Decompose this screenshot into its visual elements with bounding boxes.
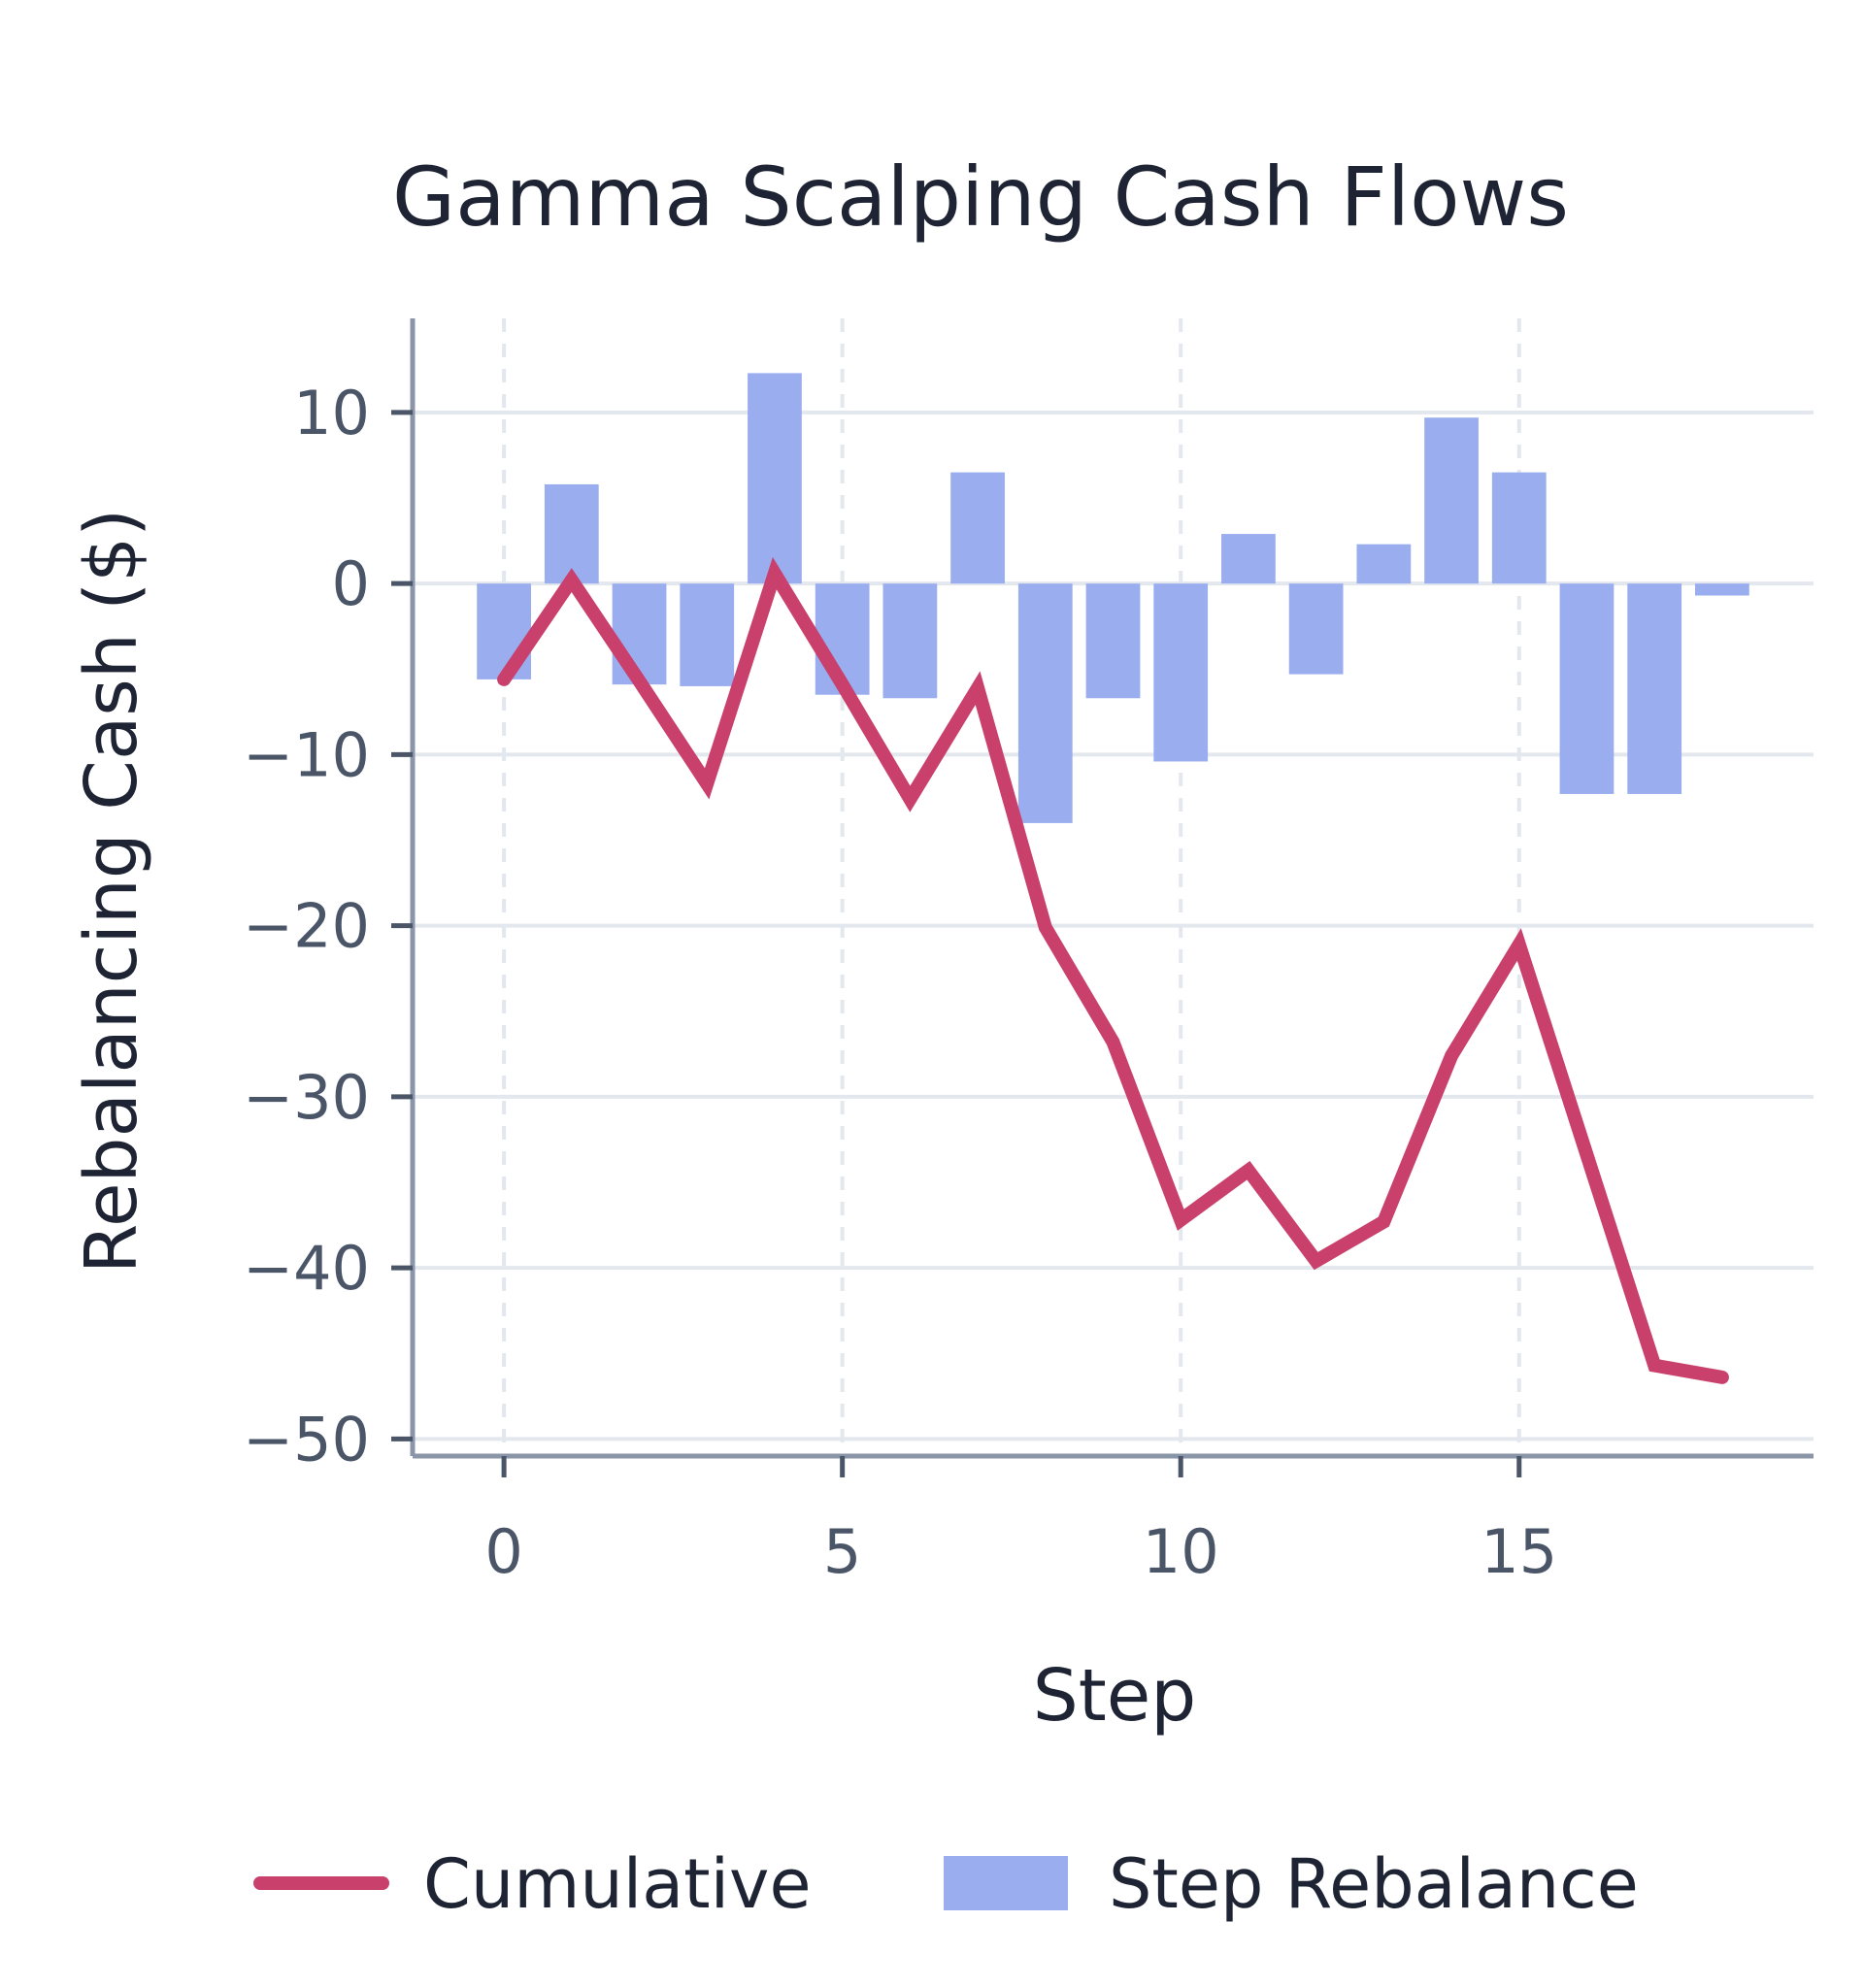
axes <box>410 318 1814 1459</box>
bar <box>1221 534 1276 584</box>
bar <box>612 583 667 685</box>
legend-label-cumulative: Cumulative <box>423 1844 812 1924</box>
bar <box>544 483 599 584</box>
bar <box>950 472 1005 584</box>
y-tick-label: −30 <box>243 1062 370 1133</box>
bar <box>1085 583 1141 699</box>
x-tick-label: 15 <box>1481 1516 1557 1587</box>
bar <box>748 373 802 584</box>
line-series <box>497 556 1729 1384</box>
bar <box>1695 583 1749 596</box>
y-axis-title: Rebalancing Cash ($) <box>70 509 153 1274</box>
bar <box>1356 544 1412 584</box>
bar <box>1424 417 1479 584</box>
x-axis-title: Step <box>1033 1654 1197 1738</box>
x-tick-label: 0 <box>484 1516 522 1587</box>
bar <box>1153 583 1209 762</box>
cumulative-line <box>497 556 1729 1384</box>
bar <box>1627 583 1682 794</box>
legend-label-step-rebalance: Step Rebalance <box>1109 1844 1639 1924</box>
y-tick-label: −20 <box>243 891 370 962</box>
bar <box>1491 472 1547 584</box>
ticks: 10 0 −10 −20 −30 −40 −50 0 5 10 15 <box>243 378 1557 1587</box>
y-tick-label: −10 <box>243 719 370 790</box>
y-tick-label: 10 <box>293 378 370 448</box>
grid <box>413 318 1814 1456</box>
bar <box>477 583 531 679</box>
legend: Cumulative Step Rebalance <box>253 1844 1639 1924</box>
bar <box>1017 583 1073 823</box>
x-tick-label: 10 <box>1143 1516 1219 1587</box>
bar <box>882 583 938 699</box>
x-tick-label: 5 <box>823 1516 861 1587</box>
bar <box>680 583 735 686</box>
bar <box>1559 583 1614 794</box>
y-tick-label: −40 <box>243 1233 370 1304</box>
bar <box>1288 583 1344 675</box>
legend-bar-swatch <box>944 1856 1068 1910</box>
chart-title: Gamma Scalping Cash Flows <box>392 149 1569 245</box>
y-tick-label: −50 <box>243 1404 370 1474</box>
y-tick-label: 0 <box>332 548 370 619</box>
